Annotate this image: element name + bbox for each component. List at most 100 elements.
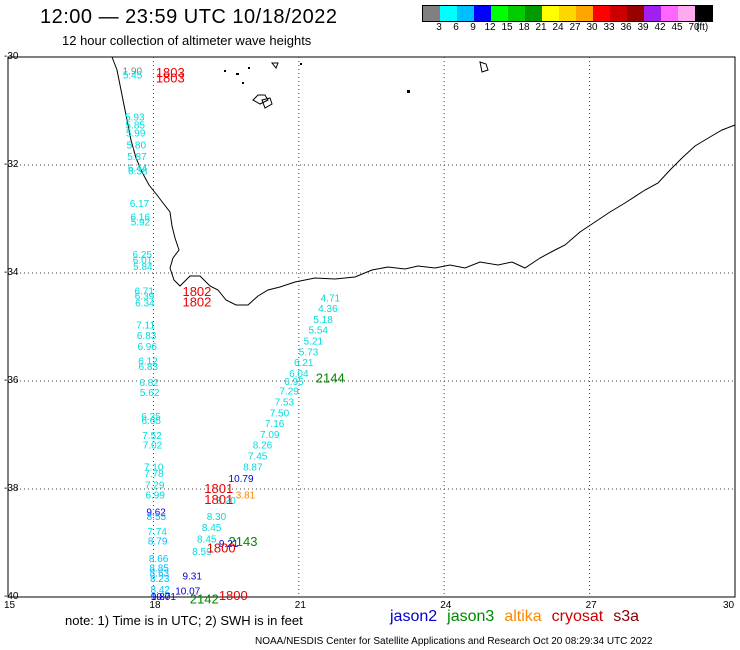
latitude-label: -34 <box>4 267 19 278</box>
wave-height-value: 7.52 <box>142 431 162 442</box>
satellite-legend: jason2 jason3 altika cryosat s3a <box>390 608 649 626</box>
footnote: note: 1) Time is in UTC; 2) SWH is in fe… <box>65 613 303 628</box>
wave-height-value: 5.21 <box>304 337 324 348</box>
wave-height-value: 6.25 <box>133 250 153 261</box>
wave-height-value: 8.66 <box>149 554 169 565</box>
pass-time-label: 2144 <box>316 370 345 385</box>
color-scale-label: 33 <box>603 22 615 33</box>
wave-height-value: 8.42 <box>151 585 171 596</box>
legend-satellite-cryosat: cryosat <box>551 608 604 625</box>
credit-line: NOAA/NESDIS Center for Satellite Applica… <box>255 636 653 647</box>
legend-satellite-s3a: s3a <box>613 608 640 625</box>
color-swatch <box>423 6 440 21</box>
wave-height-value: 5.99 <box>126 129 146 140</box>
wave-height-value: 10.79 <box>229 474 254 485</box>
island-dot <box>300 63 302 65</box>
map-frame <box>7 56 736 598</box>
color-swatch <box>559 6 576 21</box>
color-scale-label: 3 <box>436 22 442 33</box>
wave-height-value: 8.63 <box>150 569 170 580</box>
wave-height-value: 7.11 <box>136 320 155 331</box>
island-dot <box>224 70 226 72</box>
wave-height-value: 6.01 <box>133 256 153 267</box>
color-scale-label: 18 <box>518 22 530 33</box>
pass-time-label: 1800 <box>207 540 236 555</box>
wave-height-value: 5.54 <box>308 326 328 337</box>
wave-height-value: 5.93 <box>125 112 145 123</box>
island-dot <box>248 67 250 69</box>
wave-height-value: 6.16 <box>130 212 150 223</box>
wave-height-value: 6.17 <box>130 199 150 210</box>
latitude-label: -36 <box>4 375 19 386</box>
altimeter-values: 1.905.45 5.935.855.995.805.876.446.38 6.17… <box>123 65 345 607</box>
wave-height-value: 1.90 <box>123 67 143 78</box>
latitude-label: -32 <box>4 159 19 170</box>
wave-height-value: 5.80 <box>127 140 147 151</box>
wave-height-value: 8.45 <box>202 523 222 534</box>
wave-height-value: 8.85 <box>149 563 169 574</box>
wave-height-value: 8.59 <box>192 547 212 558</box>
wave-height-value: 4.71 <box>321 293 341 304</box>
pass-time-label: 1802 <box>182 295 211 310</box>
wave-height-value: 5.62 <box>140 388 160 399</box>
wave-height-value: 7.53 <box>275 398 295 409</box>
color-scale-label: 39 <box>637 22 649 33</box>
pass-time-label: 1800 <box>219 588 248 603</box>
wave-height-value: 6.99 <box>145 490 165 501</box>
color-swatch <box>695 6 712 21</box>
wave-height-value: 6.34 <box>135 299 155 310</box>
color-scale-label: 36 <box>620 22 632 33</box>
wave-height-value: 6.38 <box>128 166 148 177</box>
island-outline <box>252 94 269 105</box>
wave-height-value: 6.96 <box>137 342 157 353</box>
color-swatch <box>576 6 593 21</box>
wave-height-value: 6.95 <box>284 377 304 388</box>
island-outline <box>261 97 273 109</box>
wave-height-value: 6.82 <box>139 378 159 389</box>
color-swatch <box>542 6 559 21</box>
wave-height-value: 8.20 <box>216 496 236 507</box>
wave-height-value: 4.36 <box>318 304 338 315</box>
map-title: 12:00 — 23:59 UTC 10/18/2022 <box>40 6 338 28</box>
color-swatch <box>440 6 457 21</box>
wave-height-value: 6.44 <box>128 164 148 175</box>
wave-height-value: 5.45 <box>123 70 143 81</box>
legend-satellite-jason3: jason3 <box>447 608 495 625</box>
wave-height-value: 7.29 <box>145 481 165 492</box>
pass-time-label: 1802 <box>182 284 211 299</box>
longitude-label: 24 <box>440 600 452 611</box>
wave-height-value: 7.50 <box>270 408 290 419</box>
wave-height-value: 7.02 <box>143 441 163 452</box>
color-scale-bar <box>422 5 713 22</box>
wave-height-value: 6.83 <box>137 331 157 342</box>
wave-height-value: 7.16 <box>265 419 285 430</box>
wave-height-value: 7.29 <box>279 387 299 398</box>
latitude-label: -40 <box>4 591 19 602</box>
longitude-label: 15 <box>4 600 16 611</box>
wave-height-value: 5.87 <box>127 152 147 163</box>
color-swatch <box>661 6 678 21</box>
pass-time-label: 1801 <box>204 481 233 496</box>
wave-height-value: 5.84 <box>133 262 153 273</box>
wave-height-value: 8.79 <box>148 536 168 547</box>
wave-height-value: 5.92 <box>131 218 151 229</box>
color-scale-label: 30 <box>586 22 598 33</box>
color-swatch <box>525 6 542 21</box>
island-outline <box>479 61 489 73</box>
island-outline <box>270 62 279 69</box>
island-dot <box>407 90 410 93</box>
color-swatch <box>644 6 661 21</box>
color-scale-label: 12 <box>484 22 496 33</box>
wave-height-value: 9.31 <box>182 571 202 582</box>
wave-height-value: 6.71 <box>134 286 154 297</box>
graticule <box>8 57 735 597</box>
longitude-label: 18 <box>149 600 161 611</box>
wave-height-value: 5.85 <box>126 121 146 132</box>
wave-height-value: 5.73 <box>299 347 319 358</box>
wave-height-value: 7.74 <box>147 527 167 538</box>
wave-height-value: 10.01 <box>151 592 176 603</box>
wave-height-value: 6.83 <box>139 362 159 373</box>
color-swatch <box>627 6 644 21</box>
color-scale-label: 9 <box>470 22 476 33</box>
